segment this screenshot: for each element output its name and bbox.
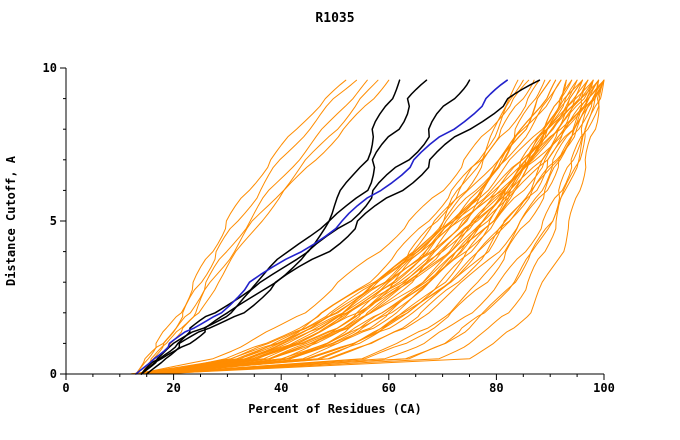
- series-orange-25: [151, 79, 600, 375]
- x-tick-label: 100: [593, 381, 615, 395]
- x-tick-label: 60: [382, 381, 396, 395]
- series-orange-9: [135, 79, 573, 375]
- axes: 0 20 40 60 80 100 0 5 10: [43, 61, 615, 395]
- series-orange-40: [151, 79, 600, 375]
- x-tick-label: 80: [489, 381, 503, 395]
- chart-title: R1035: [315, 11, 354, 26]
- x-tick-label: 40: [274, 381, 288, 395]
- series-black-3: [140, 79, 471, 375]
- series-orange-43: [146, 79, 589, 375]
- series-orange-29: [151, 79, 573, 375]
- series-orange-27: [140, 79, 583, 375]
- series-orange-32: [135, 79, 594, 375]
- y-tick-label: 5: [50, 214, 57, 228]
- y-axis-label: Distance Cutoff, A: [4, 155, 18, 286]
- x-tick-label: 20: [166, 381, 180, 395]
- series-orange-38: [146, 79, 605, 375]
- series-orange-15: [146, 79, 540, 375]
- y-tick-label: 10: [43, 61, 57, 75]
- series-orange-33: [140, 79, 557, 375]
- series-orange-30: [157, 79, 567, 375]
- series-orange-24: [146, 79, 605, 375]
- series-lines: [130, 79, 605, 375]
- x-axis-label: Percent of Residues (CA): [248, 402, 421, 416]
- series-orange-2: [140, 79, 605, 375]
- y-tick-label: 0: [50, 367, 57, 381]
- series-orange-36: [151, 79, 605, 375]
- series-orange-steep-4: [140, 79, 379, 375]
- series-orange-11: [146, 79, 562, 375]
- series-black-4: [145, 79, 541, 375]
- series-orange-35: [151, 79, 605, 375]
- series-orange-41: [135, 79, 583, 375]
- series-blue-1: [135, 79, 508, 375]
- series-orange-17: [135, 79, 530, 375]
- series-orange-34: [146, 79, 551, 375]
- series-orange-steep-3: [140, 79, 368, 375]
- series-black-1: [140, 79, 401, 375]
- series-orange-21: [157, 79, 594, 375]
- series-orange-steep-1: [135, 79, 347, 375]
- series-orange-23: [140, 79, 605, 375]
- series-orange-39: [157, 79, 594, 375]
- series-orange-3: [146, 79, 600, 375]
- series-orange-31: [130, 79, 562, 375]
- x-tick-label: 0: [62, 381, 69, 395]
- series-orange-42: [162, 79, 605, 375]
